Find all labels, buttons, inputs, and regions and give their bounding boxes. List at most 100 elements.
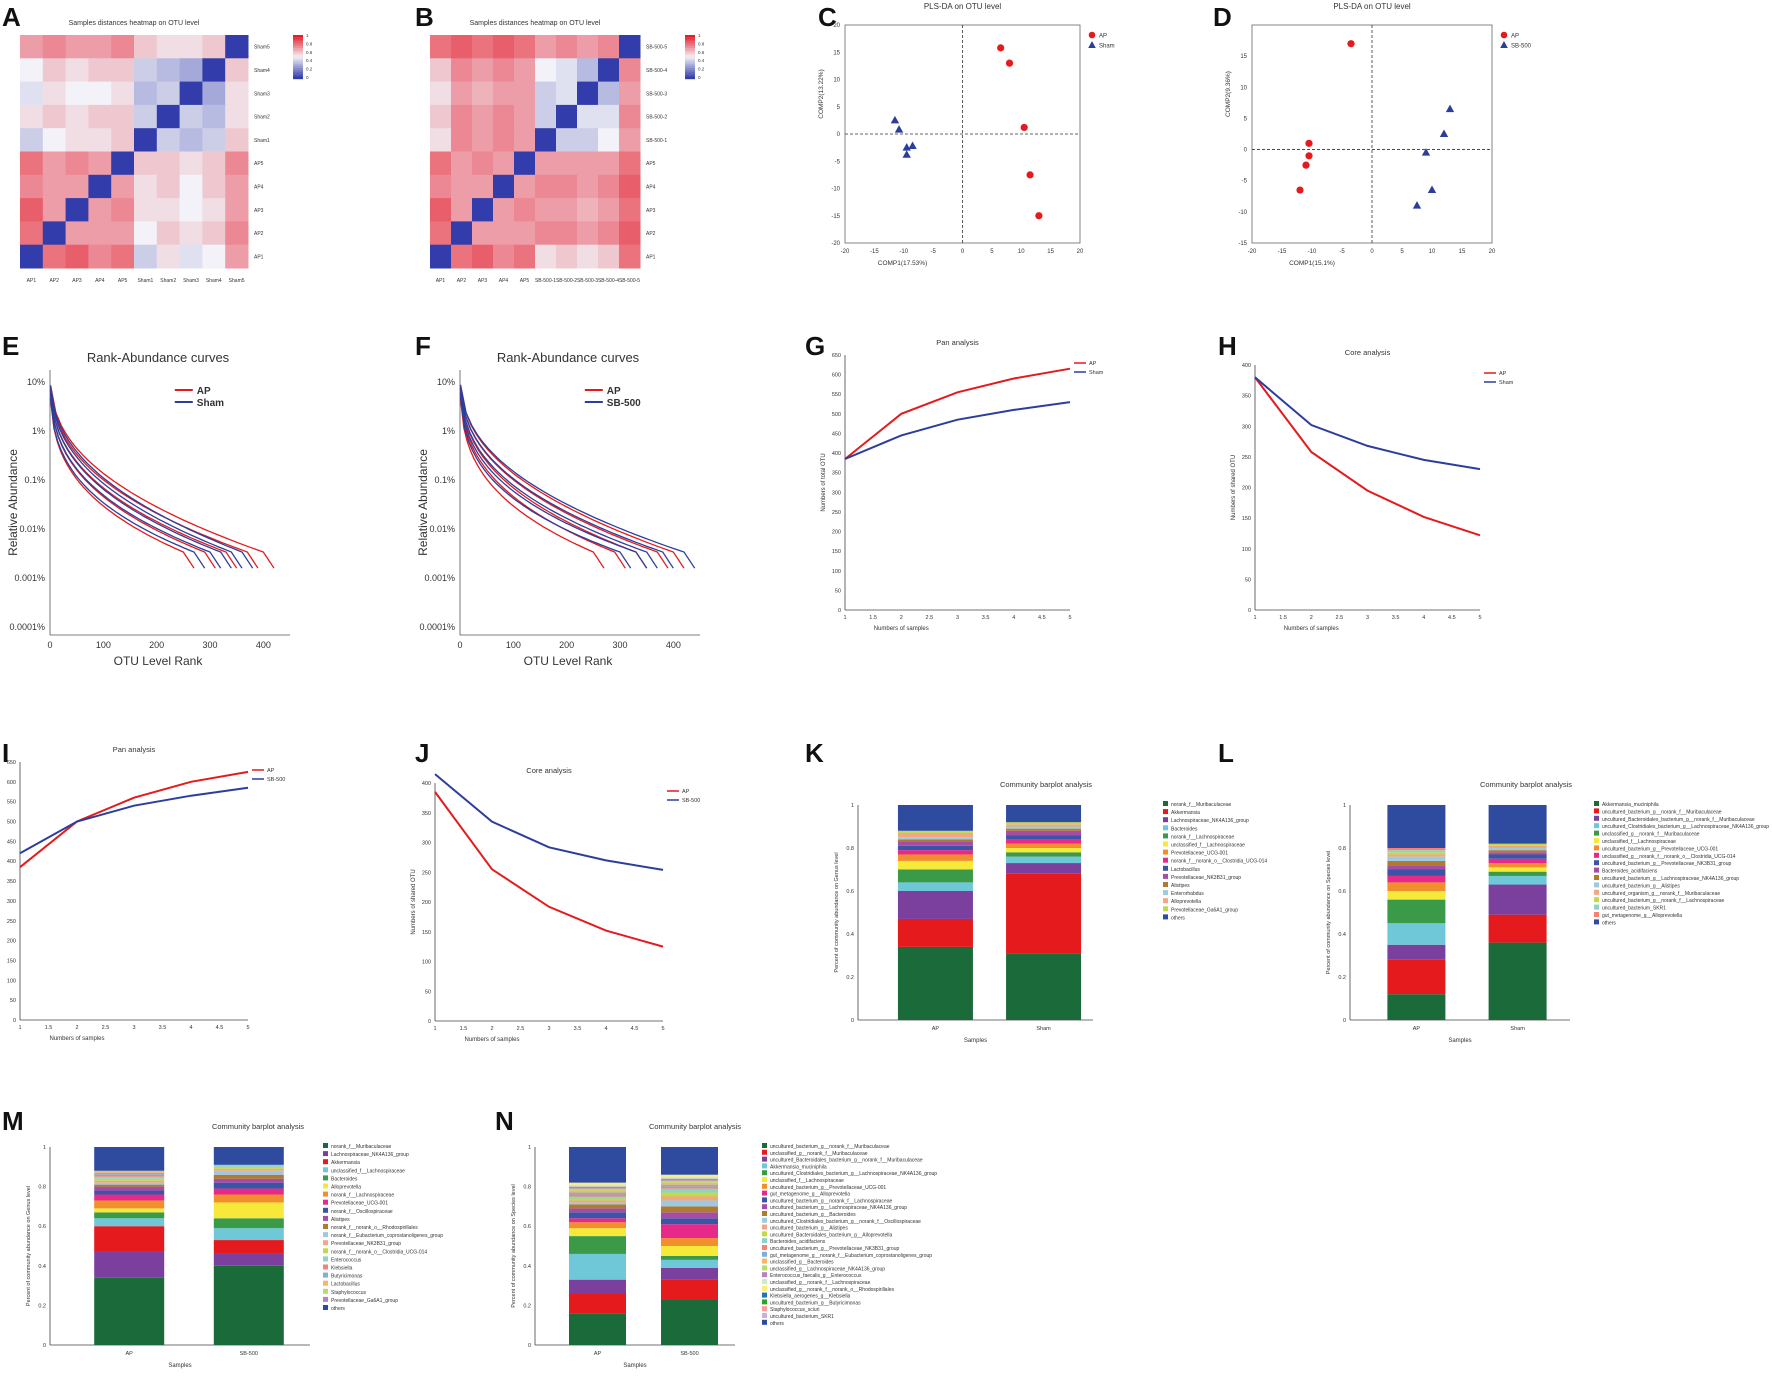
heatmap-cell <box>156 151 181 176</box>
heatmap-legend-swatch <box>685 76 695 80</box>
bar-segment <box>94 1190 165 1195</box>
heatmap-col-label: Sham3 <box>183 278 199 284</box>
y-tick-label: 0.6 <box>846 889 854 895</box>
legend-label: norank_f__norank_o__Clostridia_UCG-014 <box>1171 859 1267 865</box>
heatmap-cell <box>111 244 135 269</box>
y-tick-label: 350 <box>7 879 16 885</box>
panel-letter-b: B <box>415 2 434 32</box>
heatmap-cell <box>202 81 226 106</box>
y-tick-label: 650 <box>7 760 16 766</box>
legend-label: others <box>770 1321 784 1327</box>
legend-label: Enterococcus_faecalis_g__Enterococcus <box>770 1273 862 1279</box>
bar-segment <box>94 1180 165 1183</box>
y-tick-label: 250 <box>7 919 16 925</box>
line-chart-h: Core analysis 0 50 100 150 200 250 300 350 400 1 1.… <box>1231 348 1514 632</box>
legend-swatch <box>762 1149 767 1155</box>
legend-label: Sham <box>197 398 224 409</box>
heatmap-cell <box>88 244 112 269</box>
x-tick-label: -10 <box>899 249 908 255</box>
heatmap-cell <box>202 151 226 176</box>
heatmap-col-label: SB-500-4 <box>598 278 619 284</box>
panel-letter-h: H <box>1218 331 1237 361</box>
bar-segment <box>1387 944 1446 960</box>
x-tick-label: -10 <box>1308 249 1317 255</box>
y-tick-label: 0.2 <box>38 1303 46 1309</box>
scatter-point <box>890 115 900 124</box>
legend-swatch <box>762 1163 767 1169</box>
y-tick-label: 0.01% <box>19 524 45 534</box>
x-tick-label: 15 <box>1047 249 1054 255</box>
bar-segment <box>569 1194 626 1197</box>
legend-label: AP <box>1499 371 1507 377</box>
x-tick-label: 400 <box>256 640 271 650</box>
legend-label: AP <box>1511 34 1519 40</box>
x-tick-label: 3 <box>547 1026 550 1032</box>
heatmap-cell <box>65 221 89 246</box>
bar-segment <box>1006 953 1082 1020</box>
rank-curve <box>49 394 216 569</box>
panel-letter-d: D <box>1213 2 1232 32</box>
y-tick-label: 200 <box>7 939 16 945</box>
x-tick-label: 5 <box>661 1026 664 1032</box>
y-tick-label: 0.6 <box>38 1224 46 1230</box>
legend-marker <box>1088 41 1096 48</box>
x-tick-label: AP <box>594 1351 602 1357</box>
bar-segment <box>1006 835 1082 840</box>
heatmap-col-label: AP1 <box>27 278 37 284</box>
heatmap-cell <box>225 81 249 106</box>
legend-label: unclassified_f__Lachnospiraceae <box>1171 843 1245 849</box>
line-chart-g: Pan analysis 0 50 100 150 200 250 300 350 400 450 5… <box>821 338 1104 632</box>
heatmap-legend-tick: 1 <box>698 33 701 38</box>
bar-segment <box>1387 848 1446 851</box>
legend-label: AP <box>1099 34 1107 40</box>
bar-segment <box>213 1188 284 1195</box>
legend-swatch <box>762 1258 767 1264</box>
x-tick-label: SB-500 <box>680 1351 698 1357</box>
heatmap-row-label: AP5 <box>646 161 656 167</box>
y-tick-label: 250 <box>1242 455 1251 461</box>
bar-segment <box>213 1164 284 1167</box>
heatmap-legend-swatch <box>293 65 303 69</box>
y-tick-label: 0.2 <box>846 975 854 981</box>
x-axis-label: COMP1(17.53%) <box>878 260 928 267</box>
heatmap-legend-tick: 0.8 <box>306 41 313 46</box>
scatter-point <box>1296 186 1304 194</box>
y-tick-label: 350 <box>422 811 431 817</box>
legend-label: unclassified_f__Lachnospiraceae <box>1602 839 1676 845</box>
x-tick-label: 2.5 <box>102 1025 110 1031</box>
x-axis-label: Numbers of samples <box>1284 626 1339 632</box>
legend-swatch <box>762 1313 767 1318</box>
legend-label: gut_metagenome_g__norank_f__Eubacterium_… <box>770 1253 932 1259</box>
bar-segment <box>213 1228 284 1241</box>
heatmap-cell <box>598 151 620 176</box>
y-tick-label: 0.001% <box>424 573 455 583</box>
y-tick-label: -10 <box>831 187 840 193</box>
bar-segment <box>569 1222 626 1229</box>
heatmap-cell <box>20 58 44 83</box>
y-tick-label: 1 <box>851 803 854 809</box>
legend-swatch <box>762 1306 767 1312</box>
y-tick-label: 0 <box>528 1343 531 1349</box>
legend-label: uncultured_bacterium_g__norank_f__Lachno… <box>1602 898 1725 904</box>
heatmap-cell <box>65 198 89 222</box>
x-tick-label: -5 <box>930 249 936 255</box>
bar-segment <box>661 1255 718 1260</box>
y-tick-label: 0.8 <box>38 1185 46 1191</box>
heatmap-cell <box>111 221 135 246</box>
heatmap-cell <box>134 151 158 176</box>
heatmap-cell <box>134 198 158 222</box>
bar-segment <box>661 1196 718 1201</box>
heatmap-legend-swatch <box>685 46 695 49</box>
scatter-point <box>1302 161 1310 169</box>
legend-label: Prevotellaceae_NK3B31_group <box>1171 875 1241 881</box>
bar-segment <box>569 1184 626 1187</box>
heatmap-legend-swatch <box>293 52 303 55</box>
heatmap-col-label: AP5 <box>118 278 128 284</box>
heatmap-cell <box>472 128 494 152</box>
heatmap-cell <box>430 174 452 199</box>
rank-curve <box>459 393 648 569</box>
heatmap-cell <box>88 35 112 59</box>
legend-swatch <box>762 1265 767 1271</box>
bar-segment <box>569 1202 626 1205</box>
y-tick-label: 0.01% <box>429 524 455 534</box>
